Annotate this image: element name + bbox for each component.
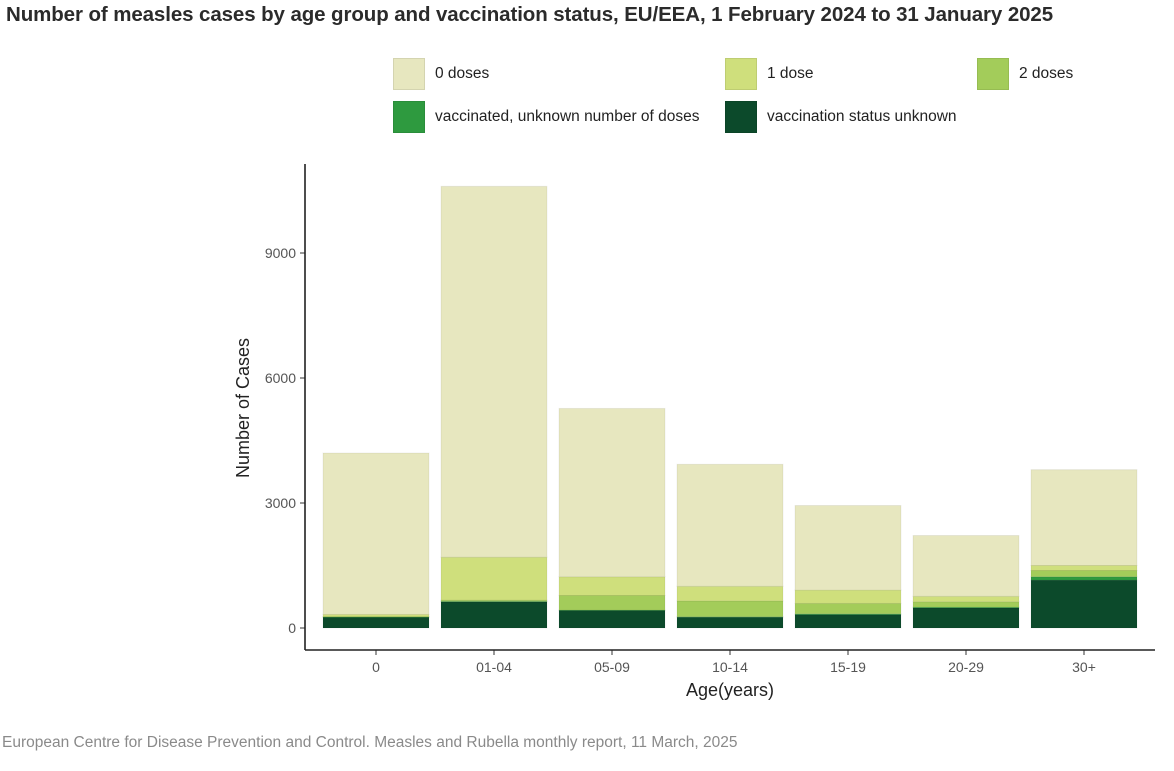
bar-segment-1-dose: [558, 576, 666, 596]
bar-segment-0-doses: [912, 535, 1020, 597]
bar-segment-vaccination-status-unknown: [1030, 579, 1138, 629]
bar-segment-0-doses: [558, 407, 666, 578]
legend-label: vaccinated, unknown number of doses: [435, 108, 700, 125]
bars-group: [322, 185, 1138, 629]
legend-swatch: [725, 101, 757, 133]
legend-swatch: [393, 58, 425, 90]
bar-segment-vaccination-status-unknown: [322, 616, 430, 629]
x-tick-label: 01-04: [476, 659, 512, 675]
y-tick-label: 6000: [265, 370, 296, 386]
y-tick-label: 9000: [265, 245, 296, 261]
bar-segment-vaccination-status-unknown: [440, 601, 548, 629]
x-tick-label: 30+: [1072, 659, 1096, 675]
x-tick-label: 20-29: [948, 659, 984, 675]
bar-segment-2-doses: [912, 601, 1020, 608]
y-axis-title: Number of Cases: [233, 338, 253, 478]
x-tick-label: 05-09: [594, 659, 630, 675]
legend-swatch: [725, 58, 757, 90]
chart-legend: 0 doses 1 dose 2 doses vaccinated, unkno…: [393, 58, 1133, 136]
y-tick-label: 0: [288, 620, 296, 636]
bar-segment-2-doses: [794, 602, 902, 615]
bar-segment-vaccination-status-unknown: [794, 614, 902, 629]
bar-segment-0-doses: [440, 185, 548, 558]
bar-segment-0-doses: [794, 505, 902, 591]
legend-item-2-doses: 2 doses: [977, 58, 1073, 90]
legend-swatch: [977, 58, 1009, 90]
bar-segment-2-doses: [1030, 570, 1138, 578]
bar-segment-vaccination-status-unknown: [558, 610, 666, 629]
bar-segment-0-doses: [676, 463, 784, 587]
y-tick-label: 3000: [265, 495, 296, 511]
chart-title: Number of measles cases by age group and…: [6, 3, 1054, 26]
bar-segment-0-doses: [322, 452, 430, 615]
bar-segment-1-dose: [676, 585, 784, 602]
bar-segment-2-doses: [558, 595, 666, 611]
legend-item-0-doses: 0 doses: [393, 58, 489, 90]
legend-label: 2 doses: [1019, 65, 1074, 82]
legend-item-vaccinated-unknown-doses: vaccinated, unknown number of doses: [393, 101, 700, 133]
legend-item-1-dose: 1 dose: [725, 58, 814, 90]
bar-segment-0-doses: [1030, 469, 1138, 566]
x-axis-title: Age(years): [686, 680, 774, 700]
legend-label: vaccination status unknown: [767, 108, 957, 125]
x-tick-label: 15-19: [830, 659, 866, 675]
legend-label: 0 doses: [435, 65, 490, 82]
source-caption: European Centre for Disease Prevention a…: [2, 734, 738, 751]
axes-group: 0 01-04 05-09 10-14 15-19 20-29 30+ 0 3000 6000 90…: [265, 164, 1155, 675]
x-tick-label: 10-14: [712, 659, 748, 675]
legend-label: 1 dose: [767, 65, 814, 82]
legend-swatch: [393, 101, 425, 133]
legend-item-vaccination-status-unknown: vaccination status unknown: [725, 101, 957, 133]
bar-segment-1-dose: [440, 556, 548, 601]
x-tick-label: 0: [372, 659, 380, 675]
bar-segment-2-doses: [322, 616, 430, 618]
bar-segment-1-dose: [1030, 565, 1138, 571]
bar-segment-1-dose: [912, 595, 1020, 603]
bar-segment-vaccination-status-unknown: [676, 616, 784, 629]
bar-segment-1-dose: [794, 589, 902, 604]
bar-segment-2-doses: [676, 600, 784, 618]
bar-segment-vaccination-status-unknown: [912, 607, 1020, 629]
